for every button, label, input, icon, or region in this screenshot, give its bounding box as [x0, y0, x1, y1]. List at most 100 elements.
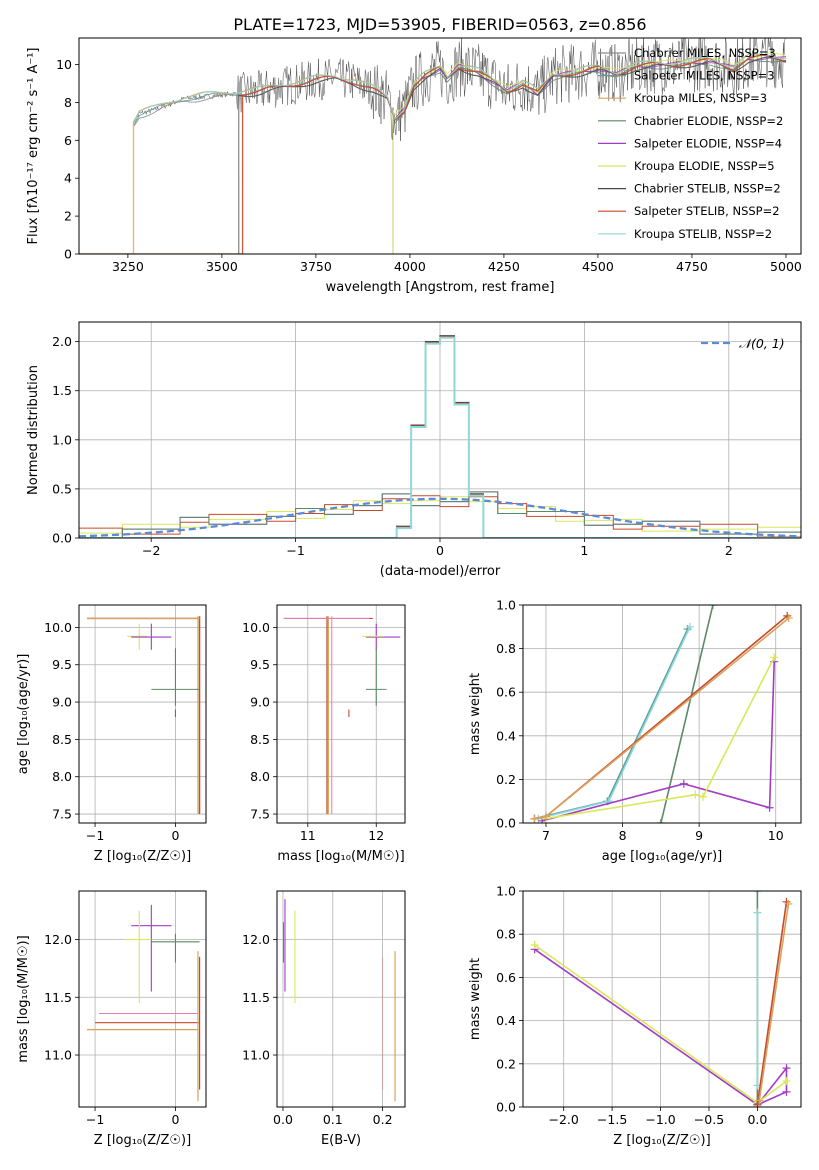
weight_vs_Z-point-marker [530, 941, 539, 949]
residuals-xtick-label: −1 [286, 543, 304, 558]
weight_vs_age-ytick-label: 0.4 [496, 728, 516, 743]
weight_vs_age-series-line [534, 617, 790, 820]
spectrum-xlabel: wavelength [Angstrom, rest frame] [326, 280, 555, 295]
weight_vs_age-xlabel: age [log₁₀(age/yr)] [602, 849, 723, 864]
spectrum-legend-label: Salpeter ELODIE, NSSP=4 [634, 136, 782, 150]
weight_vs_age-point-marker [656, 819, 665, 823]
spectrum-series-line [79, 56, 787, 254]
weight_vs_age-series-line [534, 615, 788, 820]
age_vs_Z-ytick-label: 9.5 [52, 657, 72, 672]
age_vs_mass-xlabel: mass [log₁₀(M/M☉)] [277, 849, 404, 864]
mass_vs_ebv-ytick-label: 11.5 [242, 990, 270, 1005]
spectrum-series-line [79, 56, 787, 254]
weight_vs_age-point-marker [530, 814, 539, 823]
spectrum-legend-label: Chabrier STELIB, NSSP=2 [634, 182, 781, 196]
residuals-ytick-label: 1.0 [52, 432, 72, 447]
weight_vs_Z-ytick-label: 0.4 [496, 1013, 516, 1028]
residuals-ytick-label: 1.5 [52, 383, 72, 398]
weight_vs_age-series-line [545, 656, 775, 820]
spectrum-xtick-label: 3750 [300, 259, 332, 274]
spectrum-ytick-label: 6 [64, 133, 72, 148]
weight_vs_age-series-line [538, 626, 691, 820]
residuals-xtick-label: −2 [142, 543, 160, 558]
mass_vs_ebv-ytick-label: 12.0 [242, 932, 270, 947]
weight_vs_age-xtick-label: 7 [542, 828, 550, 843]
weight_vs_Z-point-marker [753, 891, 762, 895]
weight_vs_age-series-line [660, 605, 714, 823]
axes-frame [276, 890, 406, 1108]
spectrum-series-line [79, 54, 787, 254]
weight_vs_Z-xtick-label: −1.5 [597, 1112, 627, 1127]
weight_vs_age-xtick-label: 8 [619, 828, 627, 843]
weight_vs_Z-xlabel: Z [log₁₀(Z/Z☉)] [613, 1133, 710, 1148]
spectrum-xtick-label: 4750 [676, 259, 708, 274]
weight_vs_Z-point-marker [753, 908, 762, 917]
weight_vs_age-point-marker [691, 790, 700, 799]
mass_vs_ebv-xlabel: E(B-V) [321, 1133, 361, 1148]
residuals-normal-curve [78, 497, 802, 538]
residuals-xtick-label: 2 [725, 543, 733, 558]
mass_vs_ebv-ytick-label: 11.0 [242, 1048, 270, 1063]
spectrum-legend-label: Chabrier MILES, NSSP=3 [634, 46, 776, 60]
spectrum-xtick-label: 3500 [206, 259, 238, 274]
spectrum-xtick-label: 4250 [488, 259, 520, 274]
spectrum-legend-label: Salpeter STELIB, NSSP=2 [634, 204, 780, 218]
weight_vs_Z-ytick-label: 0.6 [496, 970, 516, 985]
weight_vs_age-point-marker [541, 812, 550, 821]
spectrum-ytick-label: 2 [64, 209, 72, 224]
age_vs_Z-axes: −1 0 7.5 8.0 8.5 9.0 9.5 10.0 Z [log₁₀(Z/Z☉)] age… [16, 604, 207, 864]
spectrum-xtick-label: 4000 [394, 259, 426, 274]
age_vs_Z-xtick-label: 0 [171, 828, 179, 843]
weight_vs_age-point-marker [708, 605, 717, 609]
age_vs_Z-xtick-label: −1 [86, 828, 104, 843]
spectrum-legend-label: Kroupa ELODIE, NSSP=5 [634, 159, 775, 173]
spectrum-series-line [79, 59, 787, 254]
age_vs_mass-ytick-label: 9.0 [250, 695, 270, 710]
mass_vs_Z-ytick-label: 12.0 [44, 932, 72, 947]
weight_vs_age-point-marker [770, 653, 779, 662]
axes-frame [522, 890, 802, 1108]
spectrum-legend-label: Chabrier ELODIE, NSSP=2 [634, 114, 783, 128]
residuals-xlabel: (data-model)/error [380, 564, 501, 579]
weight_vs_age-point-marker [685, 622, 694, 631]
spectrum-ytick-label: 0 [64, 247, 72, 262]
weight_vs_Z-point-marker [784, 899, 793, 908]
weight_vs_age-ytick-label: 0.2 [496, 772, 516, 787]
age_vs_mass-ytick-label: 8.0 [250, 769, 270, 784]
weight_vs_Z-point-marker [755, 1096, 764, 1105]
age_vs_mass-ytick-label: 10.0 [242, 620, 270, 635]
age_vs_Z-ytick-label: 8.5 [52, 732, 72, 747]
figure-title: PLATE=1723, MJD=53905, FIBERID=0563, z=0… [233, 15, 646, 34]
weight_vs_age-point-marker [679, 779, 688, 788]
spectrum-axes: 3250 3500 3750 4000 4250 4500 4750 5000 0 2 4 6 8 10 w… [26, 37, 802, 295]
age_vs_mass-ytick-label: 8.5 [250, 732, 270, 747]
weight_vs_Z-ytick-label: 0.2 [496, 1056, 516, 1071]
weight_vs_Z-xtick-label: −2.0 [549, 1112, 579, 1127]
weight_vs_Z-series-line [758, 903, 790, 1101]
age_vs_mass-ytick-label: 9.5 [250, 657, 270, 672]
spectrum-ytick-label: 4 [64, 171, 72, 186]
spectrum-xtick-label: 5000 [770, 259, 802, 274]
age_vs_mass-xtick-label: 12 [368, 828, 384, 843]
weight_vs_Z-ytick-label: 1.0 [496, 884, 516, 899]
weight_vs_age-ytick-label: 0.8 [496, 641, 516, 656]
spectrum-ylabel: Flux [fλ10⁻¹⁷ erg cm⁻² s⁻¹ A⁻¹] [26, 48, 41, 245]
weight_vs_age-ytick-label: 0.0 [496, 816, 516, 831]
mass_vs_Z-ytick-label: 11.5 [44, 990, 72, 1005]
age_vs_Z-ytick-label: 9.0 [52, 695, 72, 710]
residuals-axes: −2 −1 0 1 2 0.0 0.5 1.0 1.5 2.0 (data-model)/error… [26, 321, 802, 579]
residuals-xtick-label: 1 [580, 543, 588, 558]
axes-frame [522, 604, 802, 824]
residuals-legend-label: 𝒩(0, 1) [739, 336, 785, 351]
residuals-ytick-label: 0.0 [52, 531, 72, 546]
mass_vs_Z-ylabel: mass [log₁₀(M/M☉)] [16, 935, 31, 1062]
age_vs_Z-ytick-label: 8.0 [52, 769, 72, 784]
residuals-ytick-label: 2.0 [52, 334, 72, 349]
spectrum-legend-label: Kroupa STELIB, NSSP=2 [634, 227, 772, 241]
spectrum-ytick-label: 10 [56, 57, 72, 72]
weight_vs_age-ytick-label: 0.6 [496, 685, 516, 700]
age_vs_Z-ylabel: age [log₁₀(age/yr)] [16, 654, 31, 775]
weight_vs_age-ytick-label: 1.0 [496, 598, 516, 613]
spectrum-series-line [79, 53, 787, 254]
